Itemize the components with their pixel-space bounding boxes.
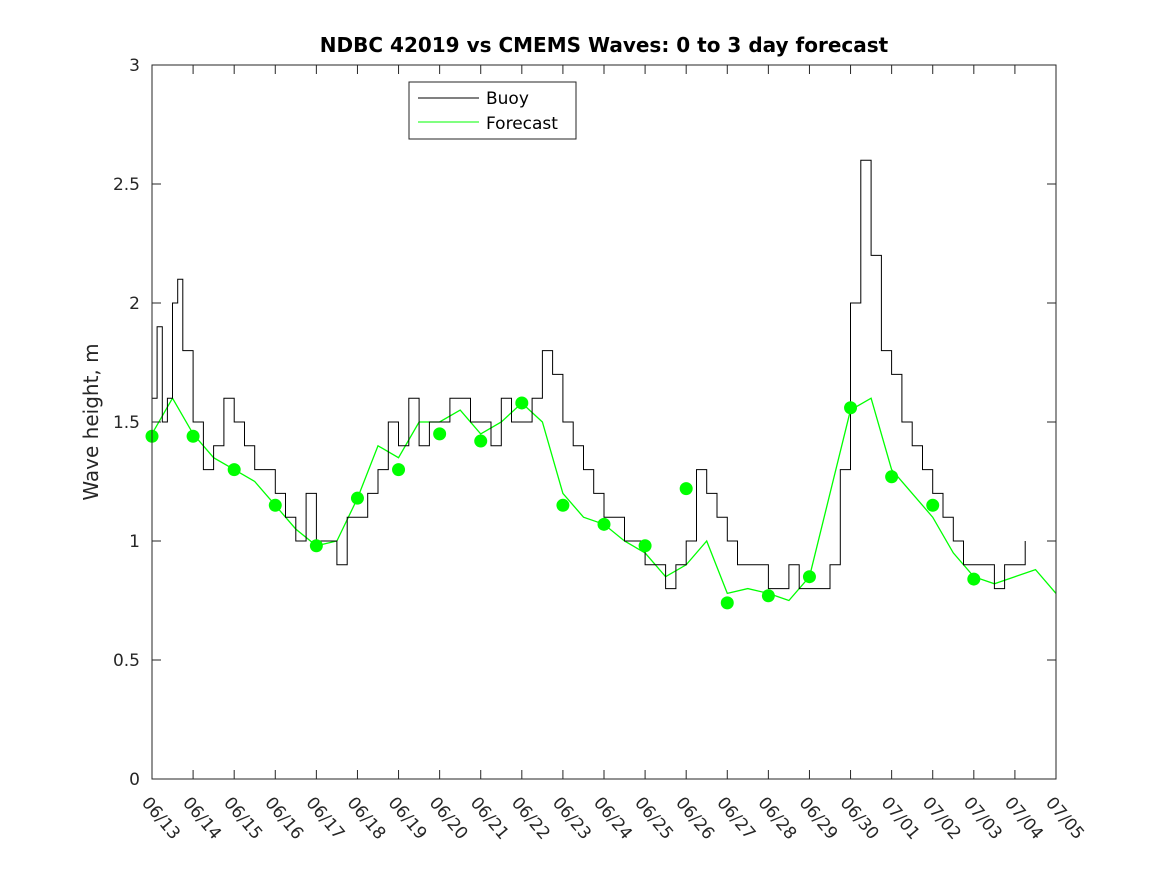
x-tick-label: 06/25 bbox=[630, 793, 677, 843]
analysis-point-marker bbox=[885, 470, 899, 484]
x-tick-label: 06/26 bbox=[671, 793, 718, 843]
analysis-point-marker bbox=[227, 463, 241, 477]
y-tick-label: 2 bbox=[129, 294, 140, 314]
axis-ticks: 00.511.522.5306/1306/1406/1506/1606/1706… bbox=[113, 56, 1088, 844]
x-tick-label: 06/21 bbox=[466, 793, 513, 843]
plot-frame bbox=[151, 64, 1057, 780]
y-tick-label: 0 bbox=[129, 770, 140, 790]
x-tick-label: 06/15 bbox=[219, 793, 266, 843]
x-tick-label: 06/17 bbox=[302, 793, 349, 843]
x-tick-label: 06/20 bbox=[425, 793, 472, 843]
y-tick-label: 3 bbox=[129, 56, 140, 76]
analysis-point-marker bbox=[392, 463, 406, 477]
x-tick-label: 06/16 bbox=[260, 793, 307, 843]
x-tick-label: 06/22 bbox=[507, 793, 554, 843]
x-tick-label: 06/24 bbox=[589, 793, 636, 843]
analysis-point-marker bbox=[186, 429, 200, 443]
x-tick-label: 06/27 bbox=[712, 793, 759, 843]
x-tick-label: 06/19 bbox=[384, 793, 431, 843]
analysis-point-marker bbox=[802, 570, 816, 584]
analysis-point-marker bbox=[474, 434, 488, 448]
x-tick-label: 07/05 bbox=[1041, 793, 1088, 843]
y-tick-label: 0.5 bbox=[113, 651, 140, 671]
analysis-point-marker bbox=[926, 498, 940, 512]
legend-box bbox=[408, 81, 577, 140]
x-tick-label: 06/13 bbox=[137, 793, 184, 843]
plot-area bbox=[145, 159, 1057, 610]
y-axis-label: Wave height, m bbox=[79, 343, 103, 500]
y-tick-label: 1.5 bbox=[113, 413, 140, 433]
analysis-point-marker bbox=[967, 572, 981, 586]
analysis-point-marker bbox=[556, 498, 570, 512]
analysis-point-marker bbox=[597, 517, 611, 531]
x-tick-label: 07/01 bbox=[877, 793, 924, 843]
x-tick-label: 06/23 bbox=[548, 793, 595, 843]
analysis-point-marker bbox=[433, 427, 447, 441]
chart-title: NDBC 42019 vs CMEMS Waves: 0 to 3 day fo… bbox=[320, 33, 889, 57]
analysis-point-marker bbox=[679, 482, 693, 496]
x-tick-label: 07/03 bbox=[959, 793, 1006, 843]
analysis-point-marker bbox=[268, 498, 282, 512]
legend-forecast-label: Forecast bbox=[486, 114, 558, 134]
legend-buoy-label: Buoy bbox=[486, 89, 529, 109]
x-tick-label: 07/04 bbox=[1000, 793, 1047, 843]
x-tick-label: 06/29 bbox=[795, 793, 842, 843]
buoy-series-line bbox=[152, 159, 1026, 590]
analysis-point-marker bbox=[309, 539, 323, 553]
x-tick-label: 07/02 bbox=[918, 793, 965, 843]
analysis-point-marker bbox=[638, 539, 652, 553]
legend: Buoy Forecast bbox=[408, 81, 577, 140]
analysis-point-marker bbox=[844, 401, 858, 415]
y-tick-label: 2.5 bbox=[113, 175, 140, 195]
analysis-point-marker bbox=[350, 491, 364, 505]
analysis-point-marker bbox=[720, 596, 734, 610]
analysis-point-marker bbox=[515, 396, 529, 410]
y-tick-label: 1 bbox=[129, 532, 140, 552]
x-tick-label: 06/18 bbox=[343, 793, 390, 843]
analysis-point-marker bbox=[761, 589, 775, 603]
x-tick-label: 06/30 bbox=[836, 793, 883, 843]
x-tick-label: 06/14 bbox=[178, 793, 225, 843]
x-tick-label: 06/28 bbox=[754, 793, 801, 843]
